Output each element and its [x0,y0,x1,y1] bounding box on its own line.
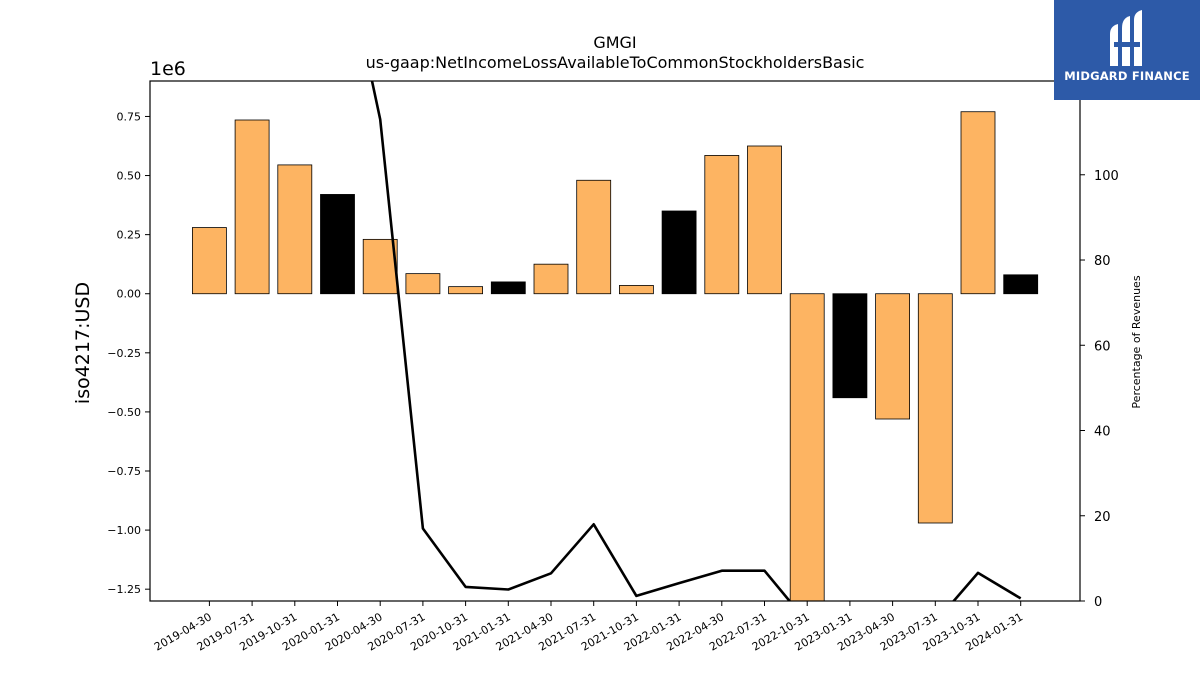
bar-2021-04-30 [533,263,569,295]
midgard-finance-logo: MIDGARD FINANCE [1054,0,1200,100]
bar-2022-01-31 [661,210,697,295]
bar-2020-10-31 [448,286,484,295]
y-tick-label: −1.00 [107,524,141,537]
y-tick-label: 0.25 [117,229,142,242]
y2-tick-label: 40 [1094,425,1111,440]
y-tick-label: 0.75 [117,110,142,123]
chart-title: GMGI [593,33,636,52]
logo-text: MIDGARD FINANCE [1064,69,1190,83]
bar-2022-10-31 [789,293,825,602]
bar-2024-01-31 [1003,274,1039,295]
bar-2023-04-30 [875,293,910,420]
bar-2022-04-30 [704,155,740,295]
bar-2020-04-30 [362,238,398,295]
y2-tick-label: 100 [1094,169,1119,184]
bar-2019-04-30 [191,227,227,295]
bar-2021-07-31 [576,179,612,295]
y-tick-label: −1.25 [107,583,141,596]
y-tick-label: −0.25 [107,347,141,360]
bar-2023-01-31 [832,293,868,399]
y-offset-label: 1e6 [150,58,186,80]
y-axis-label: iso4217:USD [72,282,94,404]
bar-2019-10-31 [277,164,313,295]
logo-mark-icon [1110,10,1142,66]
bar-2021-01-31 [490,281,526,295]
y2-tick-label: 20 [1094,510,1111,525]
bar-2022-07-31 [747,145,782,295]
y-tick-label: −0.50 [107,406,141,419]
y2-axis-label: Percentage of Revenues [1130,275,1143,408]
bar-2021-10-31 [619,285,654,295]
y2-tick-label: 60 [1094,339,1111,354]
bar-2020-07-31 [405,273,441,295]
y-tick-label: 0.50 [117,170,142,183]
bar-2023-10-31 [960,111,996,295]
bar-2023-07-31 [917,293,953,524]
y2-tick-label: 0 [1094,595,1102,610]
y2-tick-label: 80 [1094,254,1111,269]
chart-subtitle: us-gaap:NetIncomeLossAvailableToCommonSt… [366,53,865,72]
plot-frame [149,80,1081,602]
bar-2020-01-31 [320,194,355,295]
y-tick-label: 0.00 [117,288,142,301]
bar-2019-07-31 [234,119,270,295]
y-tick-label: −0.75 [107,465,141,478]
percentage-of-revenues-line [370,81,1022,601]
